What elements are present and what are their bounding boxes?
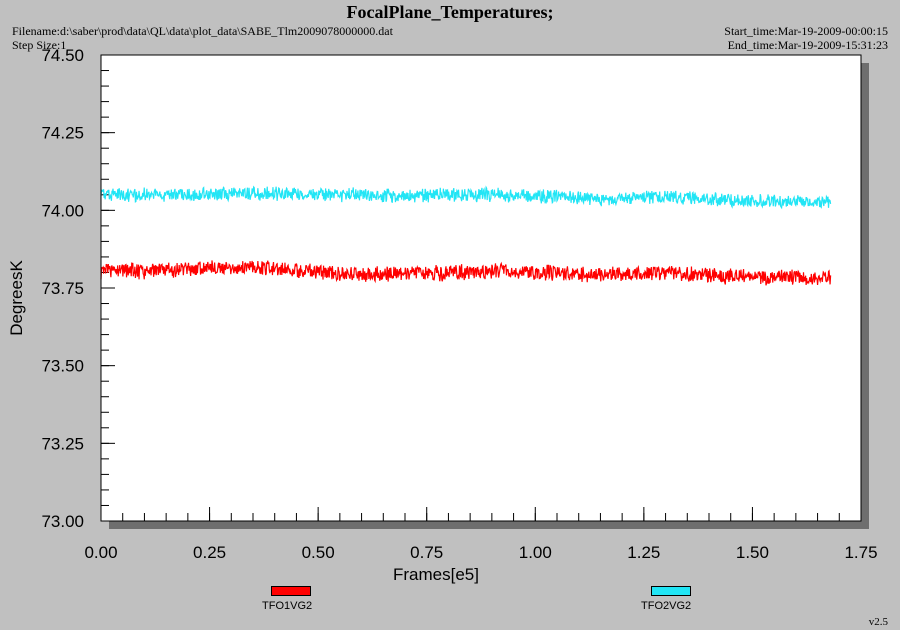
y-tick-label: 73.50 (41, 357, 84, 376)
x-tick-label: 1.50 (736, 543, 769, 562)
x-tick-label: 0.25 (193, 543, 226, 562)
x-tick-label: 0.75 (410, 543, 443, 562)
step-size-label: Step Size:1 (12, 38, 67, 52)
y-tick-label: 74.50 (41, 46, 84, 65)
y-tick-label: 73.00 (41, 512, 84, 531)
x-tick-label: 0.00 (84, 543, 117, 562)
y-tick-label: 74.25 (41, 124, 84, 143)
x-tick-label: 1.00 (519, 543, 552, 562)
chart-title: FocalPlane_Temperatures; (346, 2, 554, 22)
legend-label-series1: TFO1VG2 (262, 600, 313, 612)
plot-area (100, 54, 862, 522)
legend-swatch-series2 (651, 586, 691, 596)
y-axis-label: DegreesK (7, 260, 26, 336)
filename-label: Filename:d:\saber\prod\data\QL\data\plot… (12, 24, 393, 38)
x-axis-label: Frames[e5] (393, 565, 479, 584)
legend-label-series2: TFO2VG2 (641, 600, 692, 612)
version-label: v2.5 (868, 616, 888, 628)
y-tick-label: 74.00 (41, 201, 84, 220)
x-tick-label: 1.25 (627, 543, 660, 562)
series-line-2 (100, 185, 832, 210)
y-tick-label: 73.75 (41, 279, 84, 298)
x-tick-label: 0.50 (302, 543, 335, 562)
y-tick-label: 73.25 (41, 434, 84, 453)
series-line-1 (100, 260, 832, 286)
legend-swatch-series1 (271, 586, 311, 596)
start-time-label: Start_time:Mar-19-2009-00:00:15 (724, 24, 888, 38)
end-time-label: End_time:Mar-19-2009-15:31:23 (727, 38, 888, 52)
x-tick-label: 1.75 (844, 543, 877, 562)
